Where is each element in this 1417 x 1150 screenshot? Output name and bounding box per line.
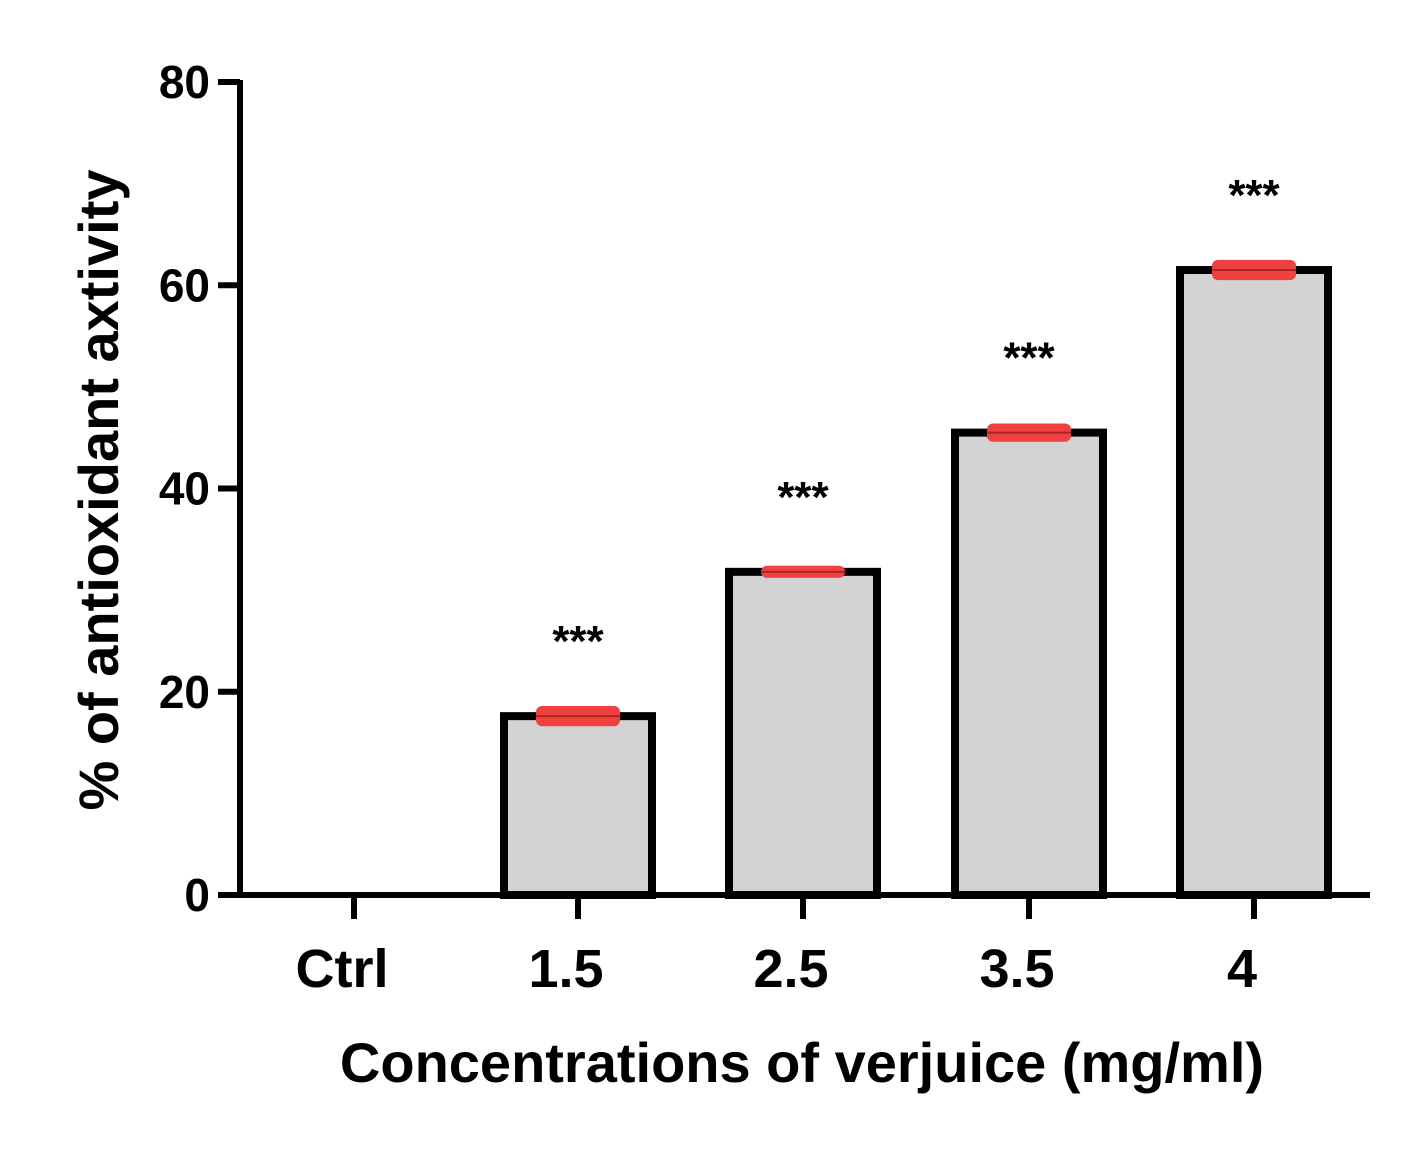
y-tick-label: 80 (159, 56, 210, 108)
significance-label: *** (552, 617, 604, 666)
x-tick-label: 3.5 (979, 939, 1054, 999)
y-axis-title: % of antioxidant axtivity (67, 170, 130, 811)
significance-label: *** (1003, 334, 1055, 383)
error-bar (1212, 259, 1296, 281)
y-tick-label: 20 (159, 666, 210, 718)
significance-label: *** (777, 473, 829, 522)
error-bar (536, 705, 620, 727)
bars-layer (500, 266, 1332, 900)
labels-layer: % of antioxidant axtivity Concentrations… (67, 170, 1264, 1095)
bar (500, 712, 656, 900)
error-bar (987, 423, 1071, 442)
bar (1176, 266, 1332, 900)
x-axis-title: Concentrations of verjuice (mg/ml) (340, 1031, 1264, 1094)
axes-layer: 0 20 40 60 80 Ctrl 1.5 2.5 3.5 4 (159, 56, 1370, 999)
x-tick-label: 2.5 (753, 939, 828, 999)
bar (951, 428, 1107, 899)
y-tick-label: 40 (159, 463, 210, 515)
bar (725, 567, 881, 900)
x-tick-label: 1.5 (528, 939, 603, 999)
x-tick-label: 4 (1227, 939, 1257, 999)
y-tick-label: 60 (159, 259, 210, 311)
x-tick-label: Ctrl (296, 939, 389, 999)
y-tick-label: 0 (184, 869, 210, 921)
error-bar (761, 565, 845, 578)
error-bars-layer (536, 259, 1296, 727)
significance-label: *** (1228, 171, 1280, 220)
significance-layer: *** *** *** *** (552, 171, 1280, 666)
